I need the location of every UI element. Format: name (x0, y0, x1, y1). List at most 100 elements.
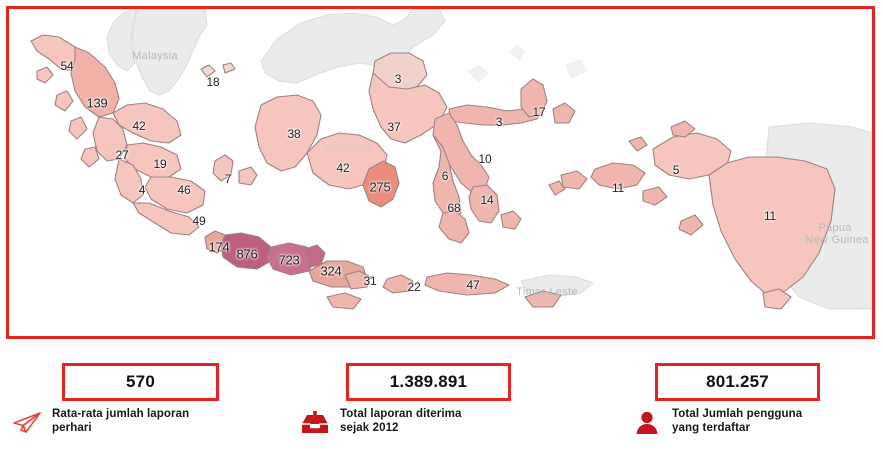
stat-caption: Rata-rata jumlah laporan perhari (52, 408, 190, 434)
province-belitung (238, 166, 258, 186)
province-bangka (212, 154, 234, 182)
stat-caption: Total laporan diterima sejak 2012 (340, 408, 462, 434)
stat-value-box: 1.389.891 (346, 363, 511, 401)
map-value-bali: 31 (363, 274, 377, 288)
island-aru (678, 214, 704, 236)
map-value-jawa-barat: 876 (236, 246, 258, 262)
user-icon (630, 406, 664, 440)
province-papua (708, 156, 836, 294)
map-value-aceh: 54 (60, 59, 74, 73)
stat-value-box: 570 (62, 363, 219, 401)
map-value-papua-barat: 5 (672, 163, 680, 177)
island-obi (628, 136, 648, 152)
map-value-kepulauan-riau: 18 (206, 75, 220, 89)
province-nusa-tenggara-timur (424, 272, 510, 296)
malaysia-shape (132, 9, 208, 96)
philippines-wisp-a (509, 45, 525, 61)
province-kalimantan-timur (368, 72, 448, 144)
province-bengkulu (114, 158, 144, 204)
map-value-gorontalo: 3 (495, 115, 503, 129)
indonesia-choropleth-map[interactable]: Malaysia Indonesia Timor-Leste Papua New… (6, 6, 875, 339)
province-sulawesi-tenggara (468, 184, 500, 224)
map-value-kalimantan-utara: 3 (394, 72, 402, 86)
map-value-bengkulu: 4 (138, 183, 146, 197)
timor-leste-shape (520, 274, 594, 298)
province-jawa-barat (220, 232, 272, 270)
province-maluku-seram (590, 162, 646, 190)
province-riau (112, 102, 182, 144)
stat-footer: Rata-rata jumlah laporan perhari (10, 405, 189, 440)
map-value-bangka-belitung: 7 (224, 172, 232, 186)
province-sumatera-utara (70, 46, 120, 118)
island-pagai (80, 146, 100, 168)
province-lampung (132, 202, 200, 236)
country-label-malaysia: Malaysia (132, 50, 178, 62)
province-bali (344, 270, 372, 290)
map-value-sulawesi-tengah: 10 (478, 152, 492, 166)
stat-value-box: 801.257 (655, 363, 820, 401)
paper-plane-icon (10, 406, 44, 440)
province-sulawesi-selatan (438, 210, 470, 244)
province-kalimantan-selatan (362, 160, 400, 208)
map-value-sulawesi-tenggara: 14 (480, 193, 494, 207)
map-value-sulawesi-barat: 6 (441, 169, 449, 183)
island-morotai (552, 102, 576, 124)
map-value-banten: 174 (208, 239, 230, 255)
province-sumatera-selatan (144, 176, 206, 214)
island-papua-south (762, 288, 792, 310)
country-label-timor-leste: Timor-Leste (516, 286, 578, 298)
island-buru (560, 170, 588, 190)
map-value-sulawesi-selatan: 68 (447, 201, 461, 215)
island-kei (642, 186, 668, 206)
philippines-wisp-c (565, 59, 587, 79)
island-buton (500, 210, 522, 230)
map-value-maluku: 11 (611, 181, 625, 195)
island-siberut (54, 90, 74, 112)
map-value-lampung: 49 (192, 214, 206, 228)
map-value-kalimantan-tengah: 42 (336, 161, 350, 175)
map-vector-layer (30, 9, 872, 310)
island-ambon (548, 180, 566, 196)
province-nusa-tenggara-barat (382, 274, 414, 294)
stat-footer: Total Jumlah pengguna yang terdaftar (630, 405, 802, 440)
map-value-kalimantan-selatan: 275 (369, 179, 391, 195)
map-value-kalimantan-timur: 37 (387, 120, 401, 134)
island-sumba (326, 292, 362, 310)
map-value-sumatera-selatan: 46 (177, 183, 191, 197)
map-value-sumatera-barat: 27 (115, 148, 129, 162)
map-value-papua: 11 (763, 209, 777, 223)
map-value-nusa-tenggara-timur: 47 (466, 278, 480, 292)
map-value-jawa-timur: 324 (320, 263, 342, 279)
island-sipora (68, 116, 88, 140)
country-label-papua: Papua (818, 222, 852, 234)
stat-footer: Total laporan diterima sejak 2012 (298, 405, 461, 440)
philippines-wisp-b (467, 65, 489, 83)
map-value-sumatera-utara: 139 (86, 95, 108, 111)
stat-card-average-daily-reports[interactable]: 570 Rata-rata jumlah laporan perhari (0, 345, 300, 453)
stat-value: 570 (126, 372, 155, 391)
stat-caption: Total Jumlah pengguna yang terdaftar (672, 408, 803, 434)
summary-stats-strip: 570 Rata-rata jumlah laporan perhari 1.3… (0, 345, 883, 453)
map-value-maluku-utara: 17 (532, 105, 546, 119)
stat-card-registered-users[interactable]: 801.257 Total Jumlah pengguna yang terda… (625, 345, 883, 453)
island-timor-barat (524, 290, 562, 308)
island-nias (36, 66, 54, 84)
country-label-indonesia: Indonesia (322, 143, 374, 155)
map-value-jambi: 19 (153, 157, 167, 171)
island-kepri-b (222, 62, 236, 74)
malaysia-west-shape (106, 9, 138, 72)
province-maluku-utara (520, 78, 548, 118)
country-label-new-guinea: New Guinea (805, 234, 869, 246)
island-waigeo (670, 120, 696, 138)
stat-card-total-reports-received[interactable]: 1.389.891 Total laporan diterima sejak 2… (290, 345, 610, 453)
stat-value: 1.389.891 (389, 372, 468, 391)
map-value-kalimantan-barat: 38 (287, 127, 301, 141)
province-di-yogyakarta-diy (304, 244, 326, 268)
malaysia-borneo-shape (260, 9, 446, 84)
inbox-download-icon (298, 406, 332, 440)
map-value-riau: 42 (132, 119, 146, 133)
map-value-jawa-tengah: 723 (278, 252, 300, 268)
island-kepri-a (200, 64, 216, 78)
map-value-nusa-tenggara-barat: 22 (407, 280, 421, 294)
